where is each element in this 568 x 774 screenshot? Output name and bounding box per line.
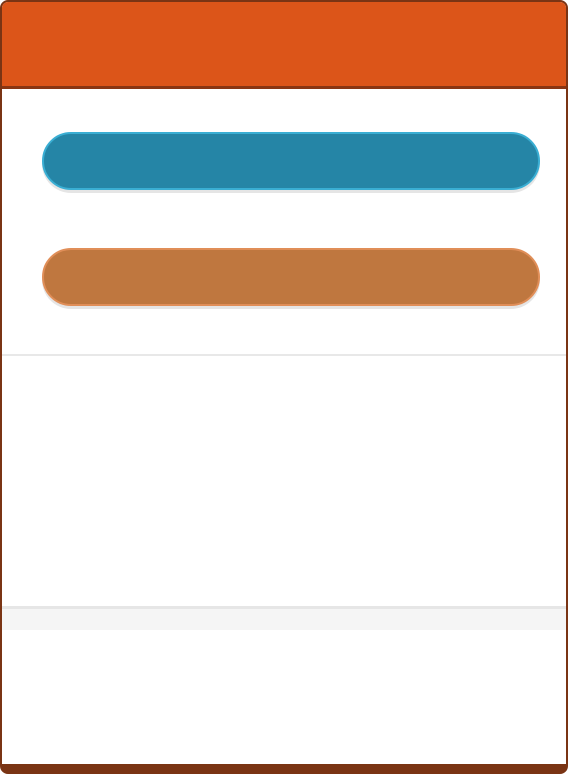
content-area xyxy=(2,356,566,606)
footer-separator-band xyxy=(2,606,566,630)
secondary-action-button[interactable] xyxy=(42,248,540,306)
primary-action-button[interactable] xyxy=(42,132,540,190)
section-divider xyxy=(2,354,566,356)
footer-area xyxy=(2,630,566,764)
dialog-header xyxy=(2,2,566,89)
